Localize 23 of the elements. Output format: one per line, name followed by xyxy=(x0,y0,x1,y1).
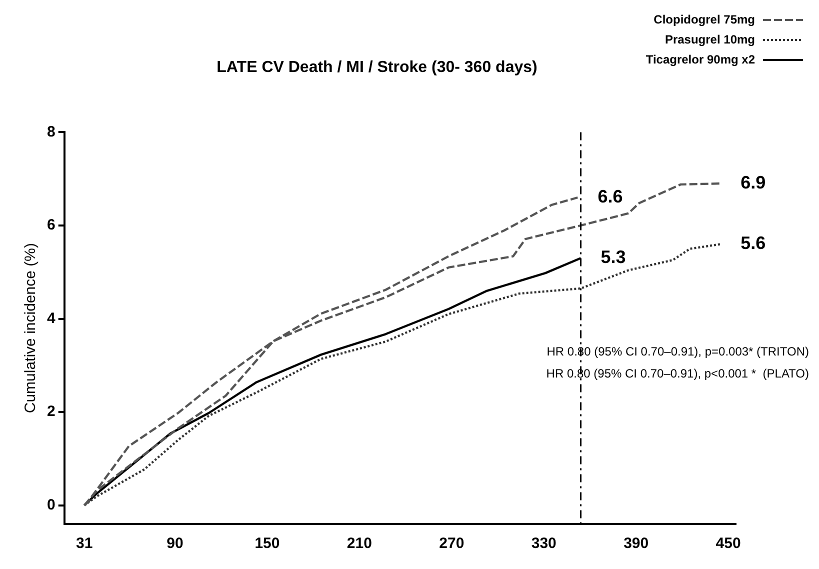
x-tick-label: 270 xyxy=(439,535,464,552)
y-tick-label: 4 xyxy=(47,310,56,327)
annotation: 5.6 xyxy=(740,233,766,254)
x-tick-label: 330 xyxy=(531,535,556,552)
annotation: 6.6 xyxy=(598,186,623,206)
x-tick-label: 390 xyxy=(624,535,649,552)
y-tick-label: 8 xyxy=(47,123,56,140)
legend-label: Ticagrelor 90mg x2 xyxy=(646,52,756,66)
y-tick-label: 6 xyxy=(47,216,56,234)
x-tick-label: 450 xyxy=(716,535,741,552)
chart-title: LATE CV Death / MI / Stroke (30- 360 days) xyxy=(216,59,538,76)
annotation: 5.3 xyxy=(600,247,626,268)
annotation: 6.9 xyxy=(740,172,766,192)
annotation: HR 0.80 (95% CI 0.70–0.91), p<0.001 * (PLATO) xyxy=(546,366,809,380)
y-axis-title: Cumulative incidence (%) xyxy=(22,243,40,414)
legend-label: Prasugrel 10mg xyxy=(664,32,755,46)
y-tick-label: 0 xyxy=(47,496,56,514)
y-tick-label: 2 xyxy=(47,403,56,420)
legend-label: Clopidogrel 75mg xyxy=(654,12,755,26)
x-tick-label: 150 xyxy=(254,535,280,552)
x-tick-label: 31 xyxy=(76,535,93,552)
x-tick-label: 90 xyxy=(166,535,184,552)
x-tick-label: 210 xyxy=(346,535,372,552)
